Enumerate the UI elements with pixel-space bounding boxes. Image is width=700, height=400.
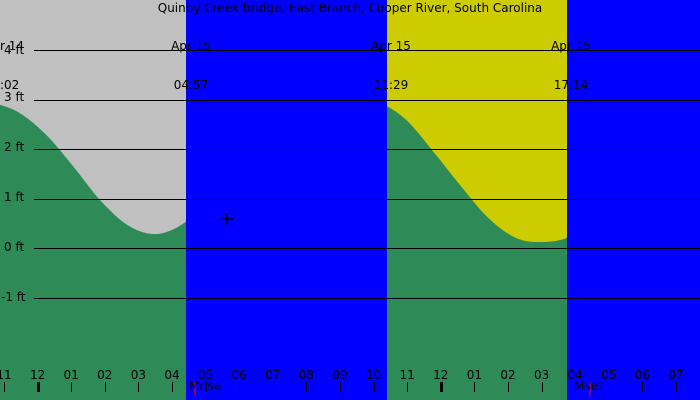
hour-label: 02 xyxy=(500,368,516,382)
y-tick-label-2: 2 ft xyxy=(4,140,25,154)
event-stamp-2: Apr 15 11:29 xyxy=(371,39,411,92)
event-stamp-0: r 14 :02 xyxy=(0,39,25,92)
hour-label: 06 xyxy=(634,368,651,382)
hour-ticks xyxy=(4,382,677,392)
y-tick-label-1: 1 ft xyxy=(4,190,25,204)
event-stamp-1: Apr 15 04:57 xyxy=(171,39,211,92)
hour-label: 03 xyxy=(533,368,550,382)
low-tide-marker-icon xyxy=(221,213,233,225)
hour-label: 04 xyxy=(164,368,180,382)
page-title: Quinby Creek bridge, East Branch, Cooper… xyxy=(157,1,543,15)
hour-label: 05 xyxy=(601,368,617,382)
moon-event-mset: Mset 18:06 xyxy=(574,379,603,393)
moon-event-mrise: Mrise 05:32 xyxy=(189,379,222,393)
hour-label: 02 xyxy=(97,368,113,382)
y-tick-label-neg1: -1 ft xyxy=(1,290,26,304)
gridlines xyxy=(34,50,700,299)
y-tick-label-3: 3 ft xyxy=(4,90,25,104)
hour-label: 11 xyxy=(399,368,415,382)
hour-label: 11 xyxy=(0,368,12,382)
hour-label: 07 xyxy=(265,368,281,382)
now-ticks xyxy=(194,382,591,396)
hour-label: 03 xyxy=(130,368,147,382)
hour-label: 01 xyxy=(63,368,79,382)
hour-label: 07 xyxy=(668,368,684,382)
hour-label: 01 xyxy=(466,368,483,382)
hour-label: 04 xyxy=(567,368,583,382)
hour-label: 12 xyxy=(433,368,449,382)
hour-label: 09 xyxy=(332,368,348,382)
hour-label: 12 xyxy=(29,368,46,382)
y-tick-label-4: 4 ft xyxy=(4,43,25,57)
hour-label: 10 xyxy=(365,368,382,382)
event-stamp-3: Apr 15 17:14 xyxy=(551,39,591,92)
hour-label: 06 xyxy=(231,368,247,382)
hour-label: 05 xyxy=(197,368,214,382)
y-tick-label-0: 0 ft xyxy=(4,240,25,254)
hour-label: 08 xyxy=(298,368,315,382)
